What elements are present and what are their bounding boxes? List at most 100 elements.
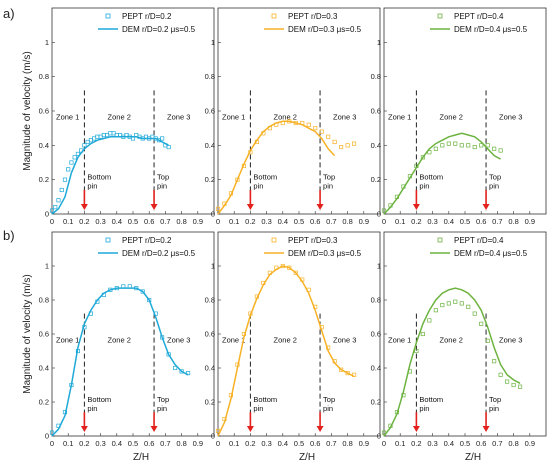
- zone-2-label: Zone 2: [108, 336, 131, 345]
- y-tick-label: 0.4: [39, 141, 49, 150]
- bottom-pin-label: pin: [87, 182, 97, 191]
- data-point: [332, 139, 337, 144]
- data-point: [56, 198, 61, 203]
- data-point: [420, 155, 425, 160]
- top-pin-label: pin: [323, 182, 333, 191]
- data-point: [69, 160, 74, 165]
- data-point: [72, 155, 77, 160]
- panel-label: b): [3, 228, 15, 243]
- x-tick-label: 0.5: [460, 439, 470, 448]
- pin-arrow-head: [482, 204, 490, 210]
- bottom-pin-label: pin: [253, 182, 263, 191]
- y-tick-label: 1: [377, 38, 381, 47]
- x-tick-label: 0.7: [492, 217, 502, 226]
- y-tick-label: 0.8: [205, 72, 215, 81]
- data-point: [319, 129, 324, 134]
- legend-label: DEM r/D=0.2 μs=0.5: [122, 249, 196, 258]
- y-tick-label: 0.4: [205, 364, 215, 373]
- panel-label: a): [3, 6, 15, 21]
- data-point: [472, 145, 477, 150]
- y-tick-label: 0.8: [39, 72, 49, 81]
- legend-marker: [105, 13, 111, 19]
- x-tick-label: 0.2: [79, 217, 89, 226]
- y-tick-label: 0.4: [371, 141, 381, 150]
- y-tick-label: 0: [377, 210, 381, 219]
- data-point: [160, 136, 165, 141]
- zone-3-label: Zone 3: [167, 113, 190, 122]
- bottom-pin-label: Bottom: [253, 395, 277, 404]
- x-tick-label: 0.5: [294, 217, 304, 226]
- x-tick-label: 0.8: [342, 439, 352, 448]
- data-point: [505, 379, 510, 384]
- y-tick-label: 0.6: [205, 330, 215, 339]
- y-tick-label: 0.6: [205, 107, 215, 116]
- data-point: [427, 318, 432, 323]
- zone-1-label: Zone 1: [388, 113, 411, 122]
- bottom-pin-label: Bottom: [253, 173, 277, 182]
- y-tick-label: 1: [377, 262, 381, 271]
- pin-arrow-head: [316, 426, 324, 432]
- data-point: [459, 143, 464, 148]
- y-tick-label: 0: [45, 210, 49, 219]
- y-axis-label: Magnitude of velocity (m/s): [22, 51, 33, 171]
- x-tick-label: 0.6: [476, 439, 486, 448]
- zone-3-label: Zone 3: [333, 113, 356, 122]
- x-tick-label: 0.9: [525, 217, 535, 226]
- plot-frame: [383, 7, 547, 215]
- data-point: [105, 132, 110, 138]
- x-tick-label: 0.6: [310, 217, 320, 226]
- data-point: [293, 270, 298, 275]
- data-point: [433, 146, 438, 151]
- y-tick-label: 0: [211, 210, 215, 219]
- x-tick-label: 0.1: [395, 217, 405, 226]
- data-point: [485, 338, 490, 343]
- pin-arrow-head: [482, 426, 490, 432]
- x-tick-label: 0.2: [245, 217, 255, 226]
- plot-frame: [51, 231, 215, 437]
- zone-3-label: Zone 3: [499, 113, 522, 122]
- x-axis-label: Z/H: [465, 452, 481, 463]
- x-tick-label: 0.1: [395, 439, 405, 448]
- data-point: [53, 205, 58, 210]
- data-point: [66, 167, 71, 172]
- x-tick-label: 0.9: [359, 217, 369, 226]
- chart-panel: 0 0.1 0.2 0.3 0.4 0.5 0.6 0.7 0.8 0.9 0 0.2 0.4 0.6 0.…: [39, 7, 215, 226]
- top-pin-label: pin: [323, 404, 333, 413]
- x-tick-label: 0.9: [193, 217, 203, 226]
- x-tick-label: 0.2: [411, 439, 421, 448]
- top-pin-label: pin: [157, 404, 167, 413]
- data-point: [179, 369, 184, 374]
- data-point: [59, 187, 64, 193]
- y-tick-label: 0.2: [39, 398, 49, 407]
- y-tick-label: 0.4: [371, 364, 381, 373]
- x-tick-label: 0.3: [427, 217, 437, 226]
- x-tick-label: 0.7: [492, 439, 502, 448]
- x-tick-label: 0: [50, 439, 54, 448]
- x-tick-label: 0.8: [508, 439, 518, 448]
- bottom-pin-label: pin: [253, 404, 263, 413]
- chart-panel: 0 0.1 0.2 0.3 0.4 0.5 0.6 0.7 0.8 0.9 0 0.2 0.4 0.6 0.…: [371, 7, 547, 226]
- x-tick-label: 0.5: [128, 217, 138, 226]
- data-point: [166, 145, 171, 150]
- zone-3-label: Zone 3: [167, 336, 190, 345]
- y-tick-label: 0.2: [39, 175, 49, 184]
- data-point: [472, 311, 477, 316]
- y-tick-label: 1: [45, 262, 49, 271]
- x-tick-label: 0.1: [63, 217, 73, 226]
- legend-marker: [271, 237, 277, 243]
- legend-label: PEPT r/D=0.2: [122, 12, 172, 21]
- y-tick-label: 1: [211, 262, 215, 271]
- y-tick-label: 0.2: [371, 398, 381, 407]
- legend-label: DEM r/D=0.3 μs=0.5: [288, 249, 362, 258]
- y-tick-label: 0.6: [371, 107, 381, 116]
- x-tick-label: 0.4: [112, 439, 122, 448]
- zone-3-label: Zone 3: [333, 336, 356, 345]
- data-point: [440, 303, 445, 308]
- y-tick-label: 0.2: [205, 398, 215, 407]
- legend-label: PEPT r/D=0.2: [122, 236, 172, 245]
- data-point: [485, 143, 490, 148]
- data-point: [498, 148, 503, 153]
- bottom-pin-label: Bottom: [87, 173, 111, 182]
- x-tick-label: 0.6: [476, 217, 486, 226]
